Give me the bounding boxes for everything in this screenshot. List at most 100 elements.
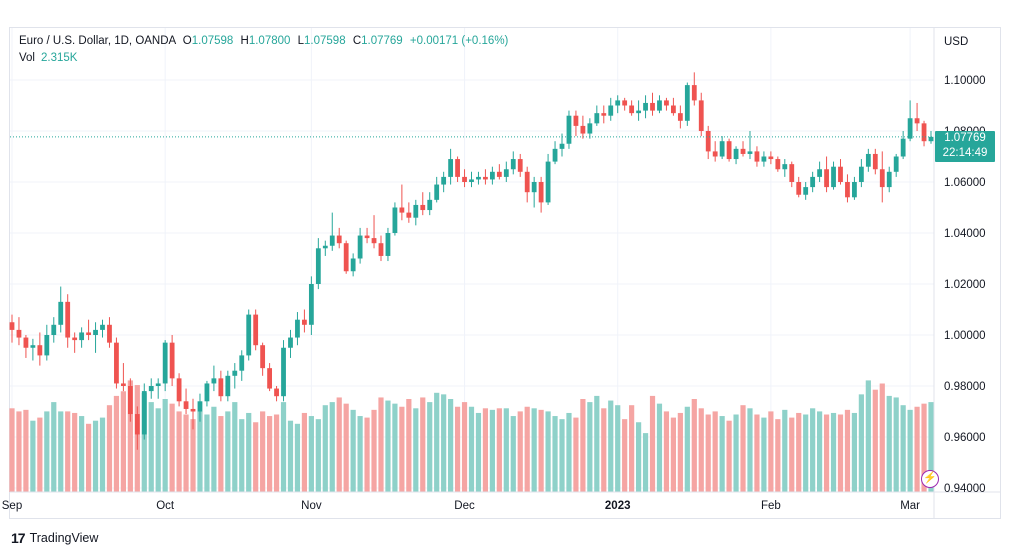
volume-bar xyxy=(378,397,384,492)
candle-body xyxy=(761,156,767,162)
y-tick-label: 1.04000 xyxy=(944,228,986,240)
candle-body xyxy=(817,169,823,177)
candle-body xyxy=(921,123,927,142)
volume-bar xyxy=(559,419,565,492)
volume-bar xyxy=(545,411,551,492)
volume-bar xyxy=(601,408,607,492)
volume-bar xyxy=(413,408,419,492)
last-price-tag: 1.07769 22:14:49 xyxy=(935,131,995,162)
y-tick-label: 0.94000 xyxy=(944,483,986,495)
volume-bar xyxy=(635,422,642,492)
volume-legend: Vol 2.315K xyxy=(19,52,77,64)
volume-bar xyxy=(141,392,147,492)
volume-bar xyxy=(127,380,133,492)
volume-bar xyxy=(482,408,489,492)
candle-body xyxy=(796,182,802,195)
change-value: +0.00171 (+0.16%) xyxy=(409,35,509,47)
x-tick-label: Dec xyxy=(454,500,475,512)
volume-bar xyxy=(733,414,739,492)
volume-bar xyxy=(79,416,85,492)
candle-body xyxy=(517,159,523,172)
candle-body xyxy=(705,131,711,152)
y-tick-label: 0.98000 xyxy=(944,381,986,393)
volume-bar xyxy=(9,408,15,492)
low-label: L xyxy=(297,35,305,47)
y-tick-label: 0.96000 xyxy=(944,432,986,444)
candle-body xyxy=(782,164,788,170)
footer-brand[interactable]: 17 TradingView xyxy=(11,530,98,546)
candle-body xyxy=(176,378,182,402)
volume-bar xyxy=(594,395,600,492)
candle-body xyxy=(559,143,565,149)
currency-label: USD xyxy=(944,36,968,48)
volume-bar xyxy=(92,420,99,492)
candle-body xyxy=(315,248,321,284)
volume-bar xyxy=(16,411,22,492)
volume-bar xyxy=(120,391,126,492)
volume-bar xyxy=(580,399,586,492)
volume-bar xyxy=(392,403,398,492)
vol-label: Vol xyxy=(19,52,35,64)
volume-bar xyxy=(810,408,816,492)
volume-bar xyxy=(232,402,238,492)
volume-bar xyxy=(162,399,168,492)
volume-bar xyxy=(280,402,287,492)
candle-body xyxy=(72,337,78,341)
volume-bar xyxy=(30,420,36,492)
candle-body xyxy=(914,118,920,124)
candle-body xyxy=(357,235,363,259)
volume-bar xyxy=(622,419,628,492)
volume-bar xyxy=(246,412,252,492)
candle-body xyxy=(65,301,71,338)
candle-body xyxy=(155,383,161,386)
volume-bar xyxy=(44,411,50,492)
volume-bar xyxy=(155,408,161,492)
volume-bar xyxy=(266,416,273,492)
volume-bar xyxy=(427,402,433,492)
candle-body xyxy=(865,153,871,167)
candle-body xyxy=(566,115,572,144)
candle-body xyxy=(538,182,544,203)
candle-body xyxy=(831,166,836,188)
candle-body xyxy=(684,85,690,121)
candle-body xyxy=(44,335,50,356)
volume-bar xyxy=(371,409,377,492)
volume-bar xyxy=(830,412,837,492)
volume-bar xyxy=(364,417,370,492)
candle-body xyxy=(79,332,85,341)
volume-bar xyxy=(385,400,391,492)
brand-name: TradingView xyxy=(29,531,99,545)
volume-bar xyxy=(489,409,495,492)
volume-bar xyxy=(705,414,711,492)
volume-bar xyxy=(322,405,328,492)
volume-bar xyxy=(684,406,690,492)
candle-body xyxy=(225,375,231,397)
candle-body xyxy=(872,153,878,170)
lightning-icon[interactable]: ⚡ xyxy=(921,470,939,488)
candle-body xyxy=(726,141,732,160)
candle-body xyxy=(531,182,537,193)
candle-body xyxy=(30,345,36,348)
ohlc-legend: Euro / U.S. Dollar, 1D, OANDA O1.07598 H… xyxy=(19,35,508,47)
candle-body xyxy=(190,408,196,412)
candle-body xyxy=(698,100,704,131)
candle-body xyxy=(58,301,64,325)
volume-bar xyxy=(315,419,321,492)
candle-body xyxy=(288,337,293,348)
candle-body xyxy=(239,355,245,371)
volume-bar xyxy=(865,380,871,492)
candle-body xyxy=(775,159,781,170)
volume-bar xyxy=(51,402,57,492)
volume-bar xyxy=(587,402,593,492)
candle-body xyxy=(580,125,586,134)
volume-bar xyxy=(218,416,224,492)
volume-bar xyxy=(698,408,704,492)
candle-body xyxy=(852,182,857,198)
volume-bar xyxy=(197,411,203,492)
volume-bar xyxy=(204,414,210,492)
volume-bar xyxy=(308,416,314,492)
candle-body xyxy=(204,383,210,402)
volume-bar xyxy=(58,411,64,492)
volume-bar xyxy=(99,417,106,492)
